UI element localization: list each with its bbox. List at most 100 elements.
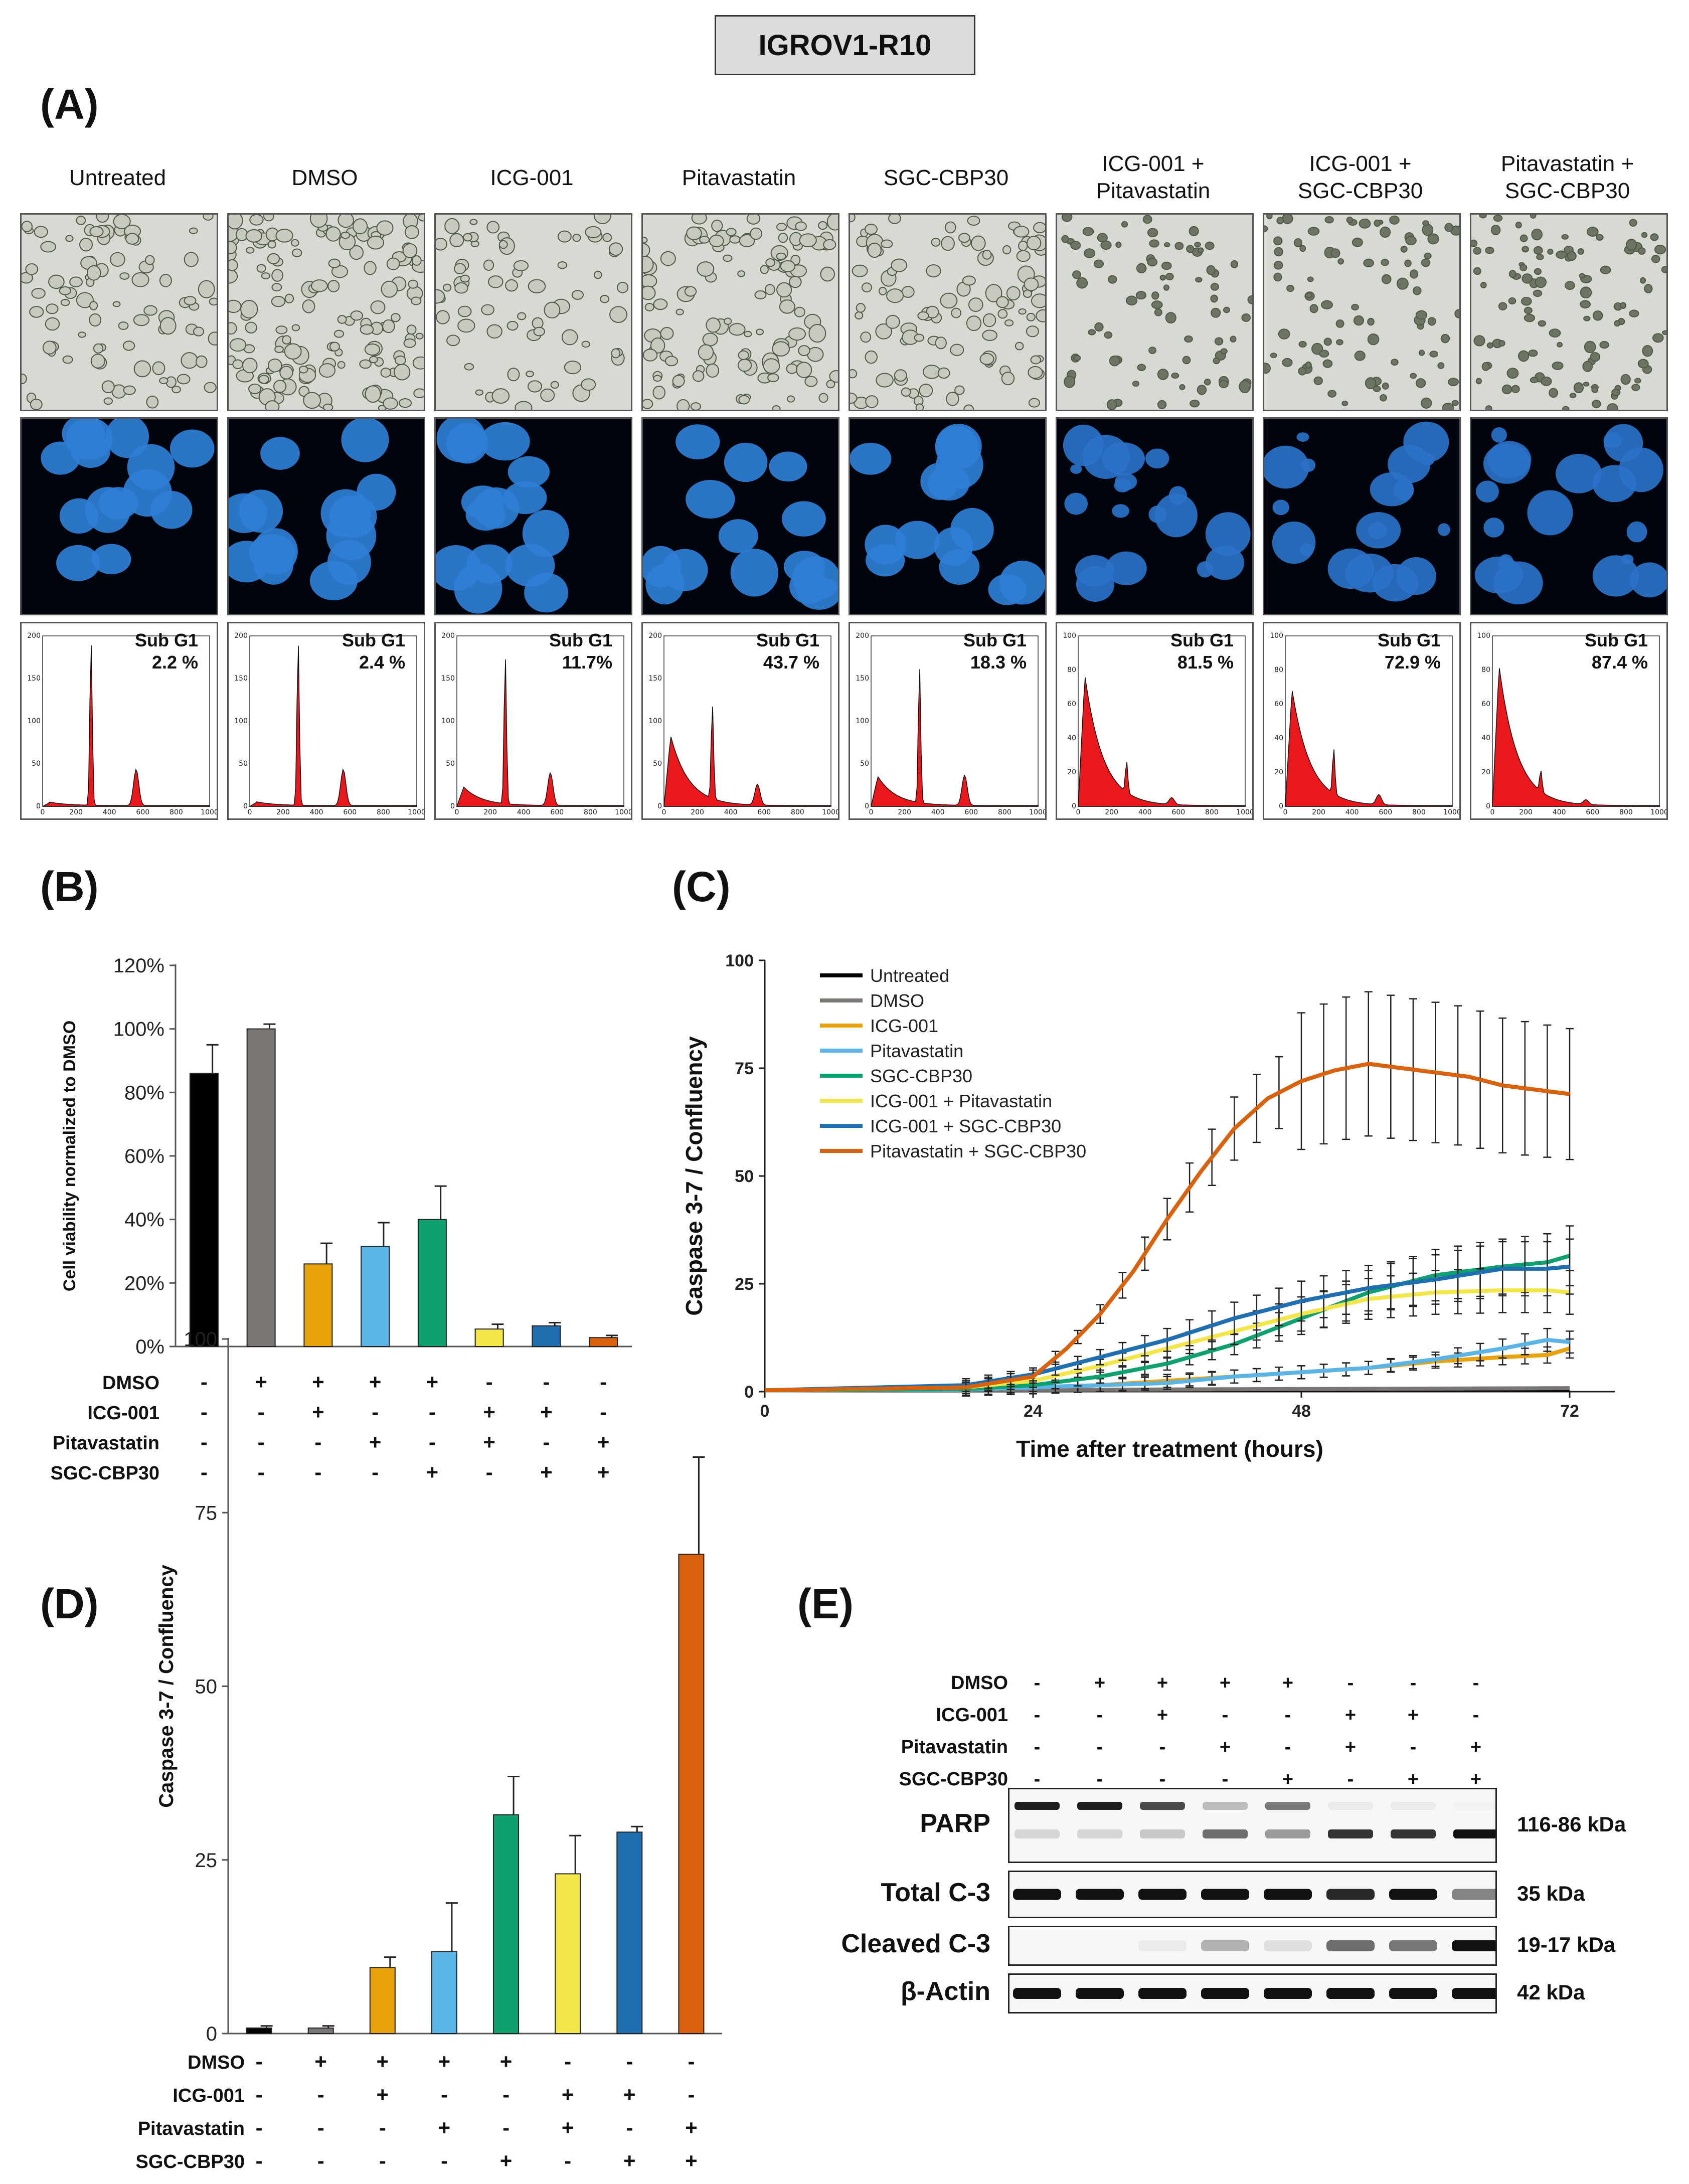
nucleus: [939, 549, 980, 585]
cell: [1501, 384, 1512, 395]
cell: [1195, 277, 1203, 283]
cell: [1481, 362, 1490, 371]
nucleus: [866, 544, 905, 577]
column-label-0: Untreated: [19, 164, 217, 192]
blot-condition-label: SGC-CBP30: [899, 1769, 1008, 1790]
cell: [76, 216, 86, 225]
y-tick-label: 100: [184, 1328, 217, 1351]
y-tick-label: 50: [195, 1676, 218, 1698]
cell: [1346, 216, 1354, 224]
cell: [1186, 245, 1195, 253]
cell: [1108, 275, 1117, 284]
blot-bands: [1138, 1940, 1500, 1951]
cell: [1214, 337, 1224, 346]
histogram-xtick: 200: [276, 808, 290, 816]
cell: [1592, 400, 1601, 408]
cell: [1580, 300, 1591, 309]
cell: [1381, 259, 1389, 266]
condition-symbol: -: [688, 2083, 695, 2106]
cell: [284, 293, 294, 304]
cell: [1533, 246, 1543, 255]
cell: [865, 395, 879, 408]
condition-symbol: -: [543, 1370, 550, 1394]
nucleus: [1076, 566, 1115, 602]
cell: [1336, 339, 1343, 346]
band: [1076, 1988, 1124, 1999]
condition-symbol: -: [379, 2149, 386, 2172]
cell: [1353, 315, 1365, 326]
nucleus: [1527, 490, 1573, 536]
cell: [561, 329, 578, 346]
blot-condition-symbol: -: [1159, 1737, 1166, 1758]
cell: [1024, 277, 1039, 291]
cell: [1579, 273, 1586, 279]
condition-symbol: -: [201, 1430, 208, 1454]
cell: [571, 290, 584, 300]
band: [1391, 1802, 1436, 1810]
cell: [1611, 388, 1621, 396]
cell: [888, 215, 901, 224]
subg1-annotation-5: Sub G1 81.5 %: [1131, 629, 1234, 674]
cell: [1298, 367, 1307, 376]
histogram-xtick: 800: [377, 808, 390, 816]
cell: [1264, 225, 1268, 232]
cell: [1583, 315, 1591, 321]
histogram-ytick: 100: [1063, 632, 1076, 640]
cell: [664, 356, 679, 367]
blot-condition-symbol: +: [1470, 1769, 1482, 1790]
histogram-xtick: 400: [1138, 808, 1152, 816]
blot-condition-symbol: -: [1472, 1705, 1479, 1726]
cell: [1662, 330, 1666, 335]
cell: [864, 224, 878, 235]
brightfield-cells: [436, 215, 629, 410]
cell: [1534, 268, 1542, 275]
band: [1203, 1802, 1248, 1810]
subg1-value: 43.7 %: [763, 652, 819, 673]
cell: [1471, 239, 1478, 248]
bar-untreated: [189, 1073, 219, 1348]
cell: [1404, 259, 1412, 267]
nuclei-image-6: [1263, 417, 1461, 615]
band: [1452, 1940, 1500, 1951]
brightfield-cells: [1471, 215, 1666, 410]
y-tick-label: 50: [735, 1167, 754, 1186]
cell: [1614, 320, 1621, 327]
cell: [1595, 234, 1604, 241]
cell: [593, 215, 612, 224]
cell: [1442, 402, 1454, 410]
band: [1264, 1988, 1312, 1999]
brightfield-image-6: [1263, 213, 1461, 411]
cell: [901, 387, 911, 397]
series-line-icg-001-pitavastatin: [764, 1288, 1570, 1393]
cell: [737, 359, 752, 372]
cell: [1223, 306, 1231, 313]
cell: [652, 386, 665, 400]
nucleus: [1592, 555, 1639, 597]
cell: [1538, 320, 1547, 327]
cell: [318, 363, 336, 378]
cell: [263, 215, 274, 222]
histogram-ytick: 20: [1067, 768, 1076, 776]
cell: [1473, 247, 1481, 255]
cell: [1650, 233, 1659, 241]
cell: [1590, 352, 1601, 362]
cell: [1620, 374, 1631, 385]
cell: [229, 322, 237, 335]
cell: [279, 366, 293, 380]
cell: [1299, 245, 1306, 252]
band: [1077, 1802, 1122, 1810]
cell: [743, 330, 752, 338]
cell: [76, 292, 94, 308]
nucleus: [1154, 493, 1198, 538]
cell: [1070, 241, 1081, 250]
cell: [1273, 236, 1283, 246]
blot-band-label: Cleaved C-3: [841, 1929, 990, 1958]
blot-bands: [1015, 1802, 1498, 1838]
cell: [789, 276, 802, 288]
cell: [1421, 397, 1432, 409]
cell: [436, 238, 447, 251]
histogram-xtick: 200: [483, 808, 497, 816]
nucleus: [357, 473, 396, 511]
y-tick-label: 0: [206, 2023, 217, 2045]
nucleus: [99, 487, 138, 520]
